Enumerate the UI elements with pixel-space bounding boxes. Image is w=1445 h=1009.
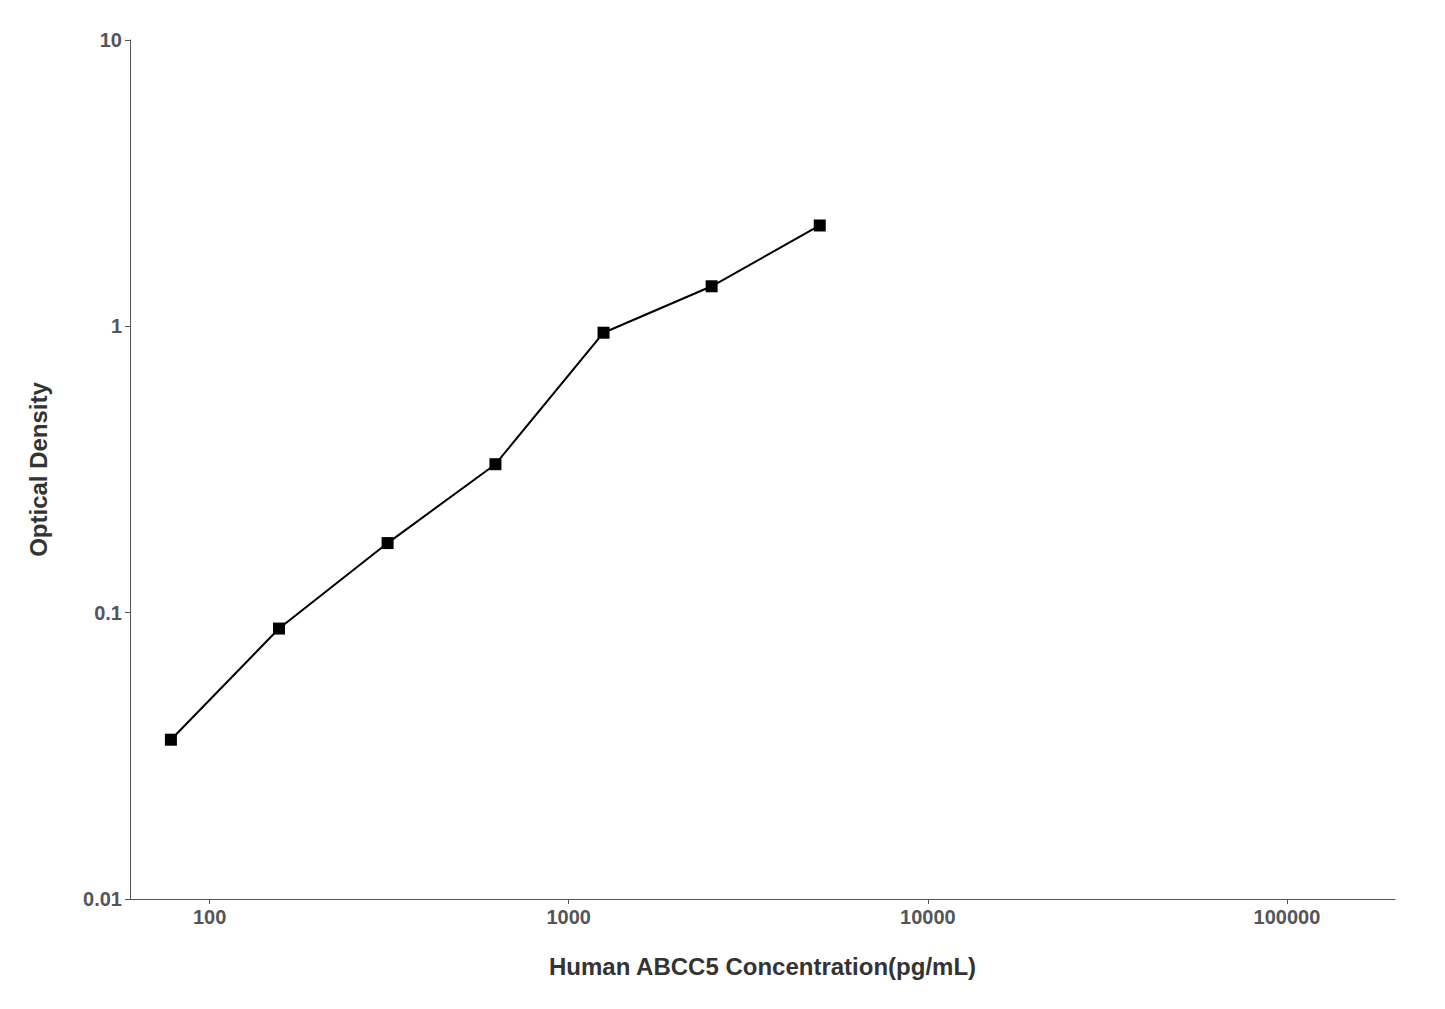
svg-text:1: 1 [111, 315, 122, 337]
svg-text:Human ABCC5 Concentration(pg/m: Human ABCC5 Concentration(pg/mL) [549, 953, 976, 980]
svg-text:100000: 100000 [1254, 906, 1321, 928]
svg-text:0.01: 0.01 [83, 888, 122, 910]
svg-text:100: 100 [193, 906, 226, 928]
svg-text:Optical Density: Optical Density [25, 381, 52, 556]
svg-text:10000: 10000 [900, 906, 956, 928]
svg-text:10: 10 [100, 29, 122, 51]
svg-text:0.1: 0.1 [94, 602, 122, 624]
svg-text:1000: 1000 [546, 906, 591, 928]
